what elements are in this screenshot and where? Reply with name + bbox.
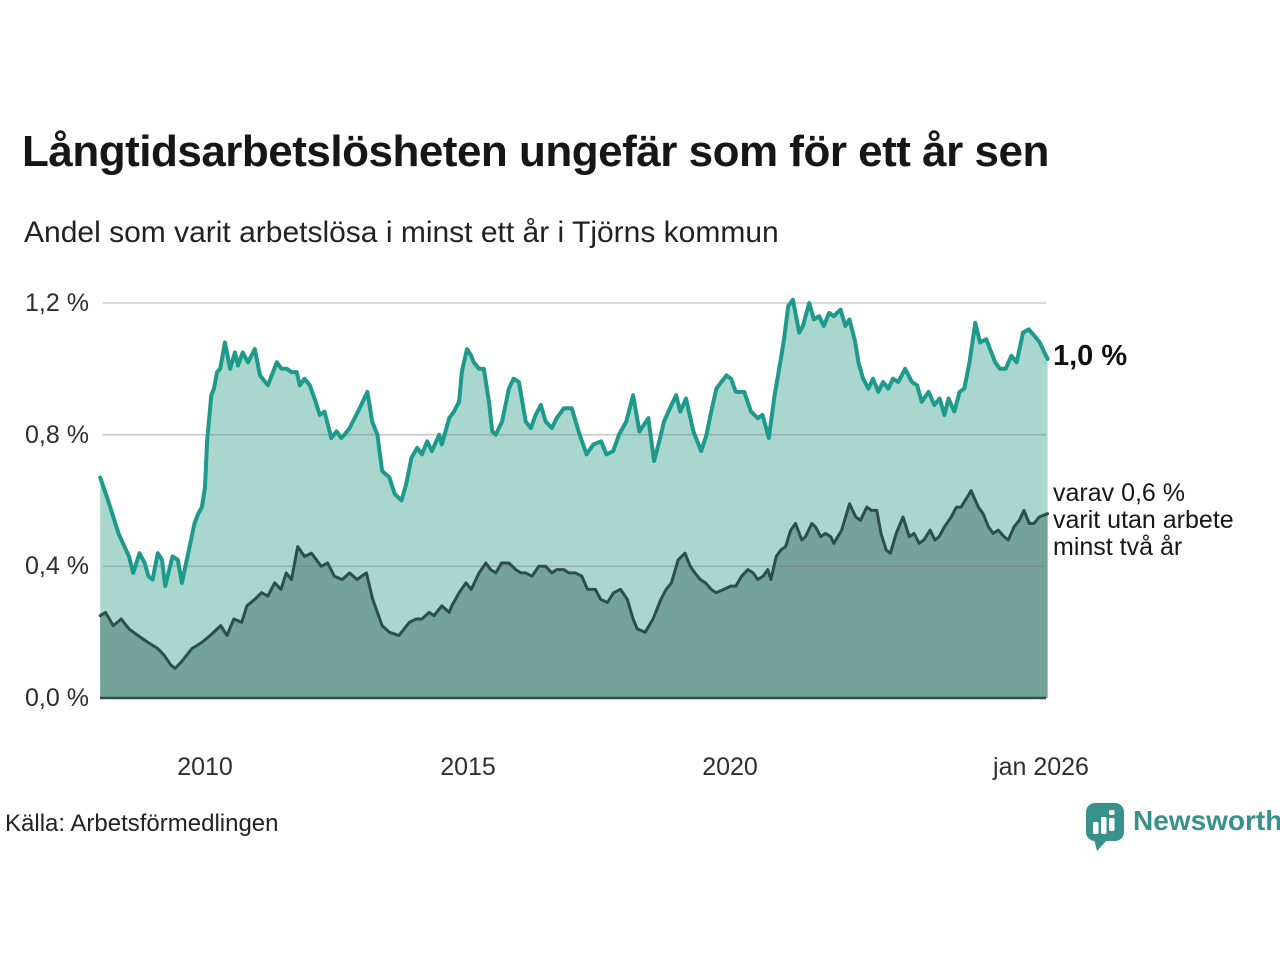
newsworthy-logo: Newsworthy	[1084, 801, 1280, 851]
series-line-2yr	[98, 489, 1050, 670]
newsworthy-logo-icon	[1086, 803, 1124, 851]
y-tick-1-2: 1,2 %	[25, 289, 89, 317]
y-tick-0-8: 0,8 %	[25, 421, 89, 449]
page-subtitle: Andel som varit arbetslösa i minst ett å…	[24, 216, 779, 249]
x-tick-2020: 2020	[702, 753, 758, 781]
y-tick-0-4: 0,4 %	[25, 552, 89, 580]
area-fill-2yr	[100, 490, 1048, 698]
newsworthy-logo-text: Newsworthy	[1133, 805, 1280, 836]
series-line-1yr	[98, 297, 1050, 589]
end-value-label-1yr: 1,0 %	[1053, 340, 1128, 372]
end-label-2yr-line1: varav 0,6 %	[1053, 479, 1186, 507]
end-label-2yr-line3: minst två år	[1053, 533, 1183, 561]
x-tick-2015: 2015	[440, 753, 496, 781]
y-tick-0-0: 0,0 %	[25, 684, 89, 712]
end-value-label-2yr: varav 0,6 % varit utan arbete minst två …	[1053, 480, 1234, 561]
x-tick-jan-2026: jan 2026	[993, 753, 1089, 781]
source-note: Källa: Arbetsförmedlingen	[5, 810, 279, 837]
end-label-2yr-line2: varit utan arbete	[1053, 506, 1234, 534]
x-tick-2010: 2010	[177, 753, 233, 781]
page-title: Långtidsarbetslösheten ungefär som för e…	[22, 127, 1049, 176]
